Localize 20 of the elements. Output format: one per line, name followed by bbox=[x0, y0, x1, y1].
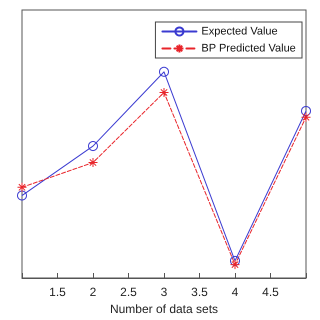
point bbox=[17, 182, 27, 192]
point bbox=[301, 112, 311, 122]
point bbox=[301, 106, 311, 116]
point bbox=[159, 87, 169, 98]
point bbox=[88, 158, 98, 168]
x-tick-label: 1.5 bbox=[49, 285, 66, 299]
point bbox=[230, 256, 240, 266]
point bbox=[17, 190, 27, 201]
point bbox=[88, 141, 98, 152]
x-tick-label: 3 bbox=[160, 285, 168, 299]
point bbox=[159, 66, 169, 77]
x-tick-label: 4 bbox=[232, 285, 239, 299]
x-tick-label: 4.5 bbox=[262, 285, 280, 299]
x-tick-label: 2.5 bbox=[120, 285, 138, 299]
x-axis-title: Number of data sets bbox=[110, 302, 218, 316]
legend-label: Expected Value bbox=[201, 26, 278, 38]
legend-label: BP Predicted Value bbox=[201, 42, 296, 54]
x-tick-label: 2 bbox=[90, 285, 97, 299]
point bbox=[230, 260, 240, 270]
x-tick-label: 3.5 bbox=[191, 285, 208, 299]
